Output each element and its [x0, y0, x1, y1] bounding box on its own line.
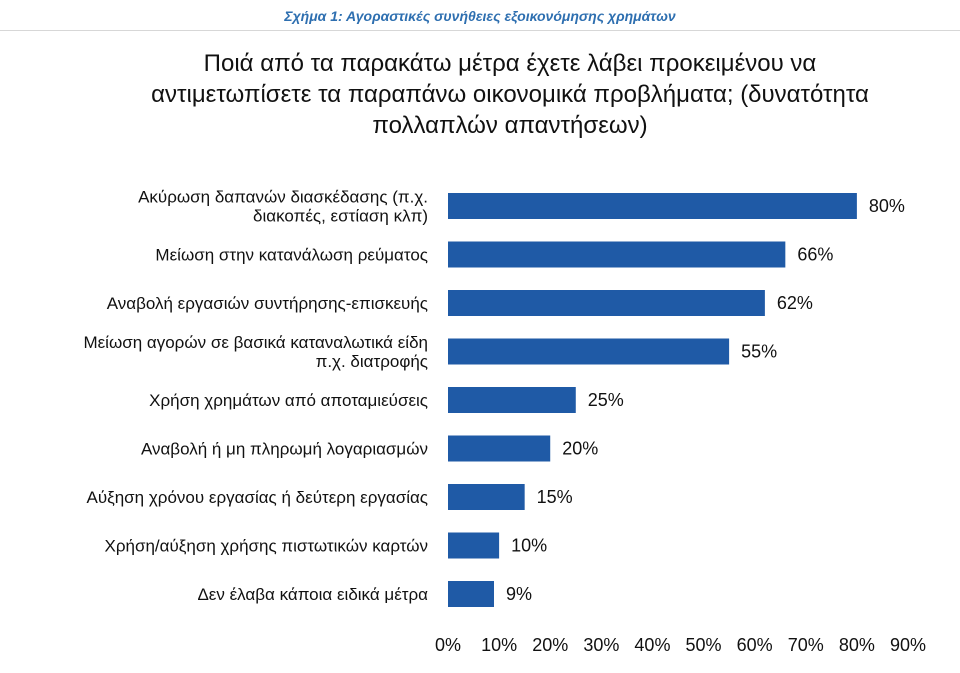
x-tick-label: 90% [890, 635, 926, 655]
figure-caption: Σχήμα 1: Αγοραστικές συνήθειες εξοικονόμ… [284, 8, 676, 24]
bar [448, 532, 500, 559]
x-tick-label: 60% [737, 635, 773, 655]
value-label: 25% [588, 390, 624, 410]
category-label: Ακύρωση δαπανών διασκέδασης (π.χ. [138, 188, 428, 207]
category-labels-layer: Ακύρωση δαπανών διασκέδασης (π.χ.διακοπέ… [83, 188, 428, 605]
value-label: 10% [511, 536, 547, 556]
bar [448, 338, 730, 365]
category-label: Μείωση στην κατανάλωση ρεύματος [155, 246, 428, 265]
category-label: Μείωση αγορών σε βασικά καταναλωτικά είδ… [83, 333, 428, 352]
value-label: 80% [869, 196, 905, 216]
category-label: π.χ. διατροφής [316, 352, 428, 371]
x-tick-label: 10% [481, 635, 517, 655]
bar [448, 484, 525, 510]
value-label: 55% [741, 342, 777, 362]
category-label: Αναβολή ή μη πληρωμή λογαριασμών [141, 440, 428, 459]
category-label: διακοπές, εστίαση κλπ) [253, 207, 428, 226]
bar [448, 435, 551, 462]
x-axis-ticks-layer: 0% 10% 20% 30% 40% 50% 60% 70% 80% 90% [435, 635, 926, 655]
bar [448, 290, 765, 316]
category-label: Αναβολή εργασιών συντήρησης-επισκευής [107, 294, 428, 313]
category-label: Δεν έλαβα κάποια ειδικά μέτρα [197, 585, 428, 604]
bar [448, 241, 786, 268]
x-tick-label: 80% [839, 635, 875, 655]
category-label: Χρήση χρημάτων από αποταμιεύσεις [149, 391, 428, 410]
value-label: 9% [506, 584, 532, 604]
chart-title: Ποιά από τα παρακάτω μέτρα έχετε λάβει π… [151, 50, 869, 139]
value-labels-layer: 80% 66% 62% 55% 25% 20% 15% 10% 9% [506, 196, 905, 604]
value-label: 15% [537, 487, 573, 507]
bar [448, 193, 857, 219]
value-label: 62% [777, 293, 813, 313]
value-label: 66% [797, 245, 833, 265]
x-tick-label: 40% [634, 635, 670, 655]
x-tick-label: 50% [686, 635, 722, 655]
x-tick-label: 70% [788, 635, 824, 655]
x-tick-label: 0% [435, 635, 461, 655]
value-label: 20% [562, 439, 598, 459]
x-tick-label: 20% [532, 635, 568, 655]
caption-divider [0, 30, 960, 31]
bar [448, 581, 494, 607]
category-label: Χρήση/αύξηση χρήσης πιστωτικών καρτών [105, 537, 429, 556]
bars-layer [448, 193, 857, 607]
category-label: Αύξηση χρόνου εργασίας ή δεύτερη εργασία… [86, 488, 428, 507]
bar [448, 387, 576, 413]
x-tick-label: 30% [583, 635, 619, 655]
